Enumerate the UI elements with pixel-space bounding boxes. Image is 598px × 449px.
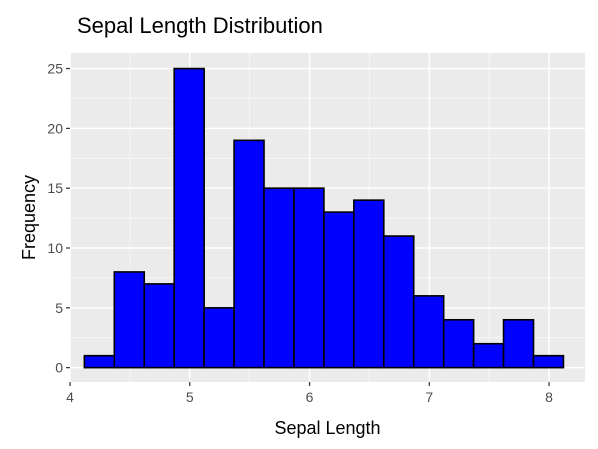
y-tick-label: 15 bbox=[47, 180, 63, 196]
histogram-bar bbox=[323, 211, 355, 369]
histogram-bar bbox=[233, 139, 265, 369]
y-tick-label: 5 bbox=[55, 300, 63, 316]
x-tick-label: 4 bbox=[66, 389, 74, 405]
y-axis-title: Frequency bbox=[19, 175, 39, 260]
x-tick-label: 5 bbox=[186, 389, 194, 405]
histogram-bars bbox=[83, 67, 565, 369]
x-tick-label: 6 bbox=[306, 389, 314, 405]
x-axis-title: Sepal Length bbox=[274, 418, 380, 438]
histogram-bar bbox=[173, 67, 205, 369]
y-tick-label: 10 bbox=[47, 240, 63, 256]
histogram-bar bbox=[442, 318, 475, 369]
histogram-bar bbox=[263, 187, 295, 369]
y-tick-label: 25 bbox=[47, 61, 63, 77]
histogram-bar bbox=[353, 199, 385, 369]
histogram-bar bbox=[532, 354, 565, 369]
histogram-bar bbox=[472, 342, 505, 369]
x-axis-ticks: 4 5 6 7 8 bbox=[66, 382, 553, 405]
histogram-bar bbox=[293, 187, 325, 369]
histogram-bar bbox=[83, 354, 116, 369]
histogram-bar bbox=[412, 295, 445, 369]
chart-title: Sepal Length Distribution bbox=[77, 13, 323, 38]
histogram-bar bbox=[113, 271, 146, 369]
y-tick-label: 0 bbox=[55, 360, 63, 376]
x-tick-label: 8 bbox=[545, 389, 553, 405]
y-tick-label: 20 bbox=[47, 120, 63, 136]
histogram-bar bbox=[382, 235, 415, 369]
y-axis-ticks: 0 5 10 15 20 25 bbox=[47, 61, 70, 376]
x-tick-label: 7 bbox=[425, 389, 433, 405]
histogram-bar bbox=[143, 283, 175, 369]
histogram-bar bbox=[203, 307, 235, 369]
histogram-bar bbox=[502, 318, 535, 369]
